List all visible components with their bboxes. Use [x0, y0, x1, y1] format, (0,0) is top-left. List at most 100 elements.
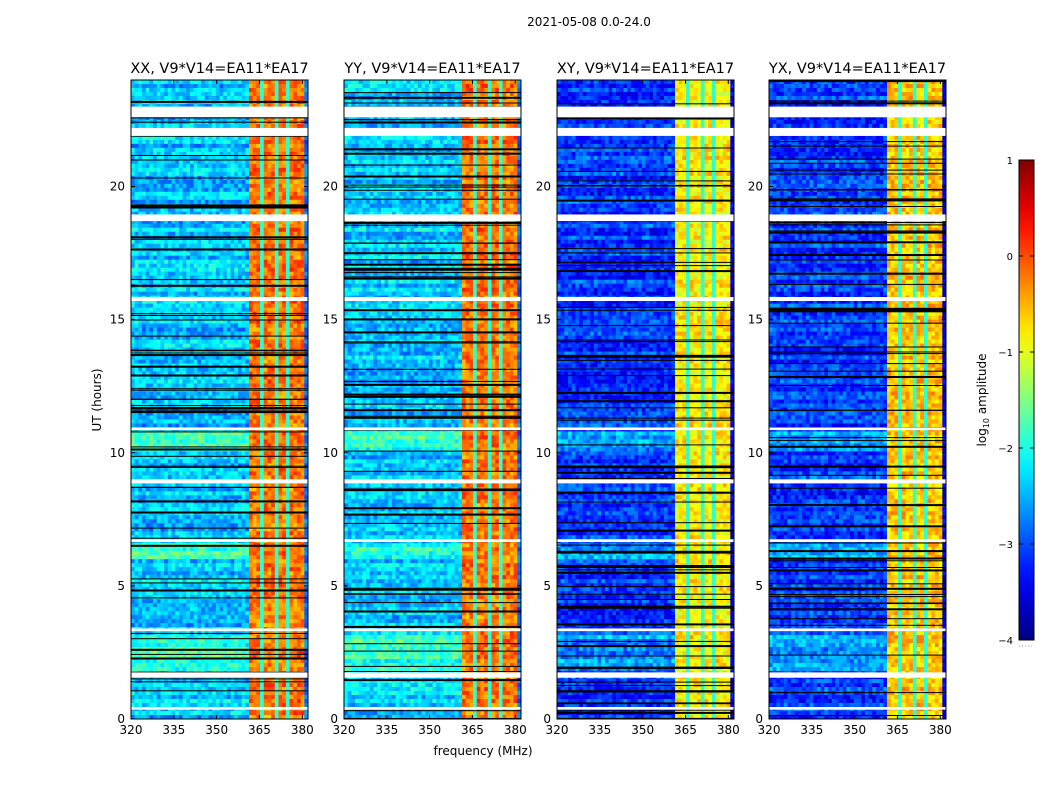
flag-line	[769, 409, 946, 411]
panel-title: YX, V9*V14=EA11*EA17	[768, 61, 946, 77]
flag-line	[131, 319, 308, 321]
flag-line	[131, 279, 308, 281]
axes-frame	[130, 79, 309, 720]
flag-line	[344, 148, 521, 151]
colorbar: −4 −3 −2 −1 0 1	[998, 156, 1035, 647]
flag-line	[344, 268, 521, 271]
flag-line	[131, 500, 308, 503]
flag-line	[557, 711, 734, 714]
flag-line	[557, 691, 734, 693]
flag-line	[557, 265, 734, 267]
flag-line	[344, 450, 521, 452]
flagged-row	[344, 672, 521, 678]
flag-line	[131, 121, 308, 123]
flag-line	[557, 709, 734, 711]
flag-line	[557, 571, 734, 574]
flagged-row	[131, 214, 308, 222]
flag-line	[769, 542, 946, 544]
flag-line	[344, 221, 521, 224]
x-tick-label: 335	[375, 723, 398, 737]
flag-line	[131, 486, 308, 488]
flag-line	[769, 254, 946, 255]
flag-line	[344, 710, 521, 712]
colorbar-gradient	[1019, 160, 1034, 640]
flag-line	[131, 410, 308, 413]
flagged-row	[344, 427, 521, 431]
flag-line	[557, 180, 734, 182]
flag-line	[131, 455, 308, 457]
flag-line	[131, 648, 308, 651]
flag-line	[131, 206, 308, 209]
flag-line	[557, 607, 734, 609]
flag-line	[769, 224, 946, 226]
flag-line	[344, 331, 521, 334]
flag-line	[344, 380, 521, 382]
flag-line	[131, 354, 308, 357]
flag-line	[557, 341, 734, 343]
x-tick-label: 350	[418, 723, 441, 737]
flagged-row	[131, 672, 308, 678]
flag-line	[131, 204, 308, 206]
flag-line	[557, 565, 734, 567]
flag-line	[131, 236, 308, 239]
x-tick-label: 335	[588, 723, 611, 737]
x-tick-label: 380	[504, 723, 527, 737]
flag-line	[769, 145, 946, 147]
flag-line	[769, 370, 946, 372]
x-axis-label: frequency (MHz)	[433, 744, 532, 758]
flag-line	[769, 158, 946, 160]
flag-line	[769, 560, 946, 562]
flag-line	[769, 587, 946, 590]
flag-line	[131, 177, 308, 179]
flag-line	[769, 602, 946, 604]
flag-line	[344, 92, 521, 94]
flagged-row	[344, 539, 521, 542]
flag-line	[769, 603, 946, 605]
flag-line	[557, 685, 734, 687]
flag-line	[769, 504, 946, 507]
flag-line	[344, 242, 521, 244]
flag-line	[769, 440, 946, 442]
y-tick-label: 10	[536, 446, 551, 460]
flag-line	[769, 692, 946, 694]
flag-line	[769, 189, 946, 191]
flag-line	[557, 147, 734, 149]
flagged-row	[769, 707, 946, 710]
flag-line	[769, 569, 946, 572]
flagged-row	[344, 628, 521, 632]
heatmap-image	[344, 80, 521, 719]
flagged-row	[344, 296, 521, 301]
flagged-row	[769, 296, 946, 301]
x-tick-label: 365	[674, 723, 697, 737]
flag-line	[769, 222, 946, 223]
y-tick-label: 5	[330, 579, 338, 593]
flag-line	[769, 487, 946, 489]
colorbar-label-tail: amplitude	[975, 354, 989, 418]
flag-line	[131, 116, 308, 119]
flag-line	[557, 261, 734, 263]
flag-line	[557, 593, 734, 595]
flag-line	[344, 610, 521, 613]
y-tick-label: 5	[543, 579, 551, 593]
flag-line	[344, 671, 521, 672]
flag-line	[344, 176, 521, 178]
flagged-row	[344, 127, 521, 136]
colorbar-label-log: log	[975, 428, 989, 446]
panel-3: YX, V9*V14=EA11*EA17 320 335 350 365 380 0 5 10 1…	[748, 61, 952, 737]
flag-line	[344, 341, 521, 343]
colorbar-tick-label: 0	[1007, 252, 1013, 263]
flagged-row	[769, 628, 946, 632]
flag-line	[131, 313, 308, 315]
flag-line	[769, 557, 946, 560]
flag-line	[769, 230, 946, 232]
flag-line	[131, 205, 308, 208]
flagged-row	[344, 479, 521, 484]
flag-line	[344, 277, 521, 280]
flag-line	[344, 276, 521, 278]
flag-line	[344, 186, 521, 188]
flag-line	[769, 311, 946, 313]
panel-0: XX, V9*V14=EA11*EA17 320 335 350 365 380 0 5 10 1…	[110, 61, 314, 737]
flag-line	[557, 567, 734, 568]
colorbar-tick-label: −4	[998, 636, 1013, 647]
flag-line	[557, 375, 734, 377]
